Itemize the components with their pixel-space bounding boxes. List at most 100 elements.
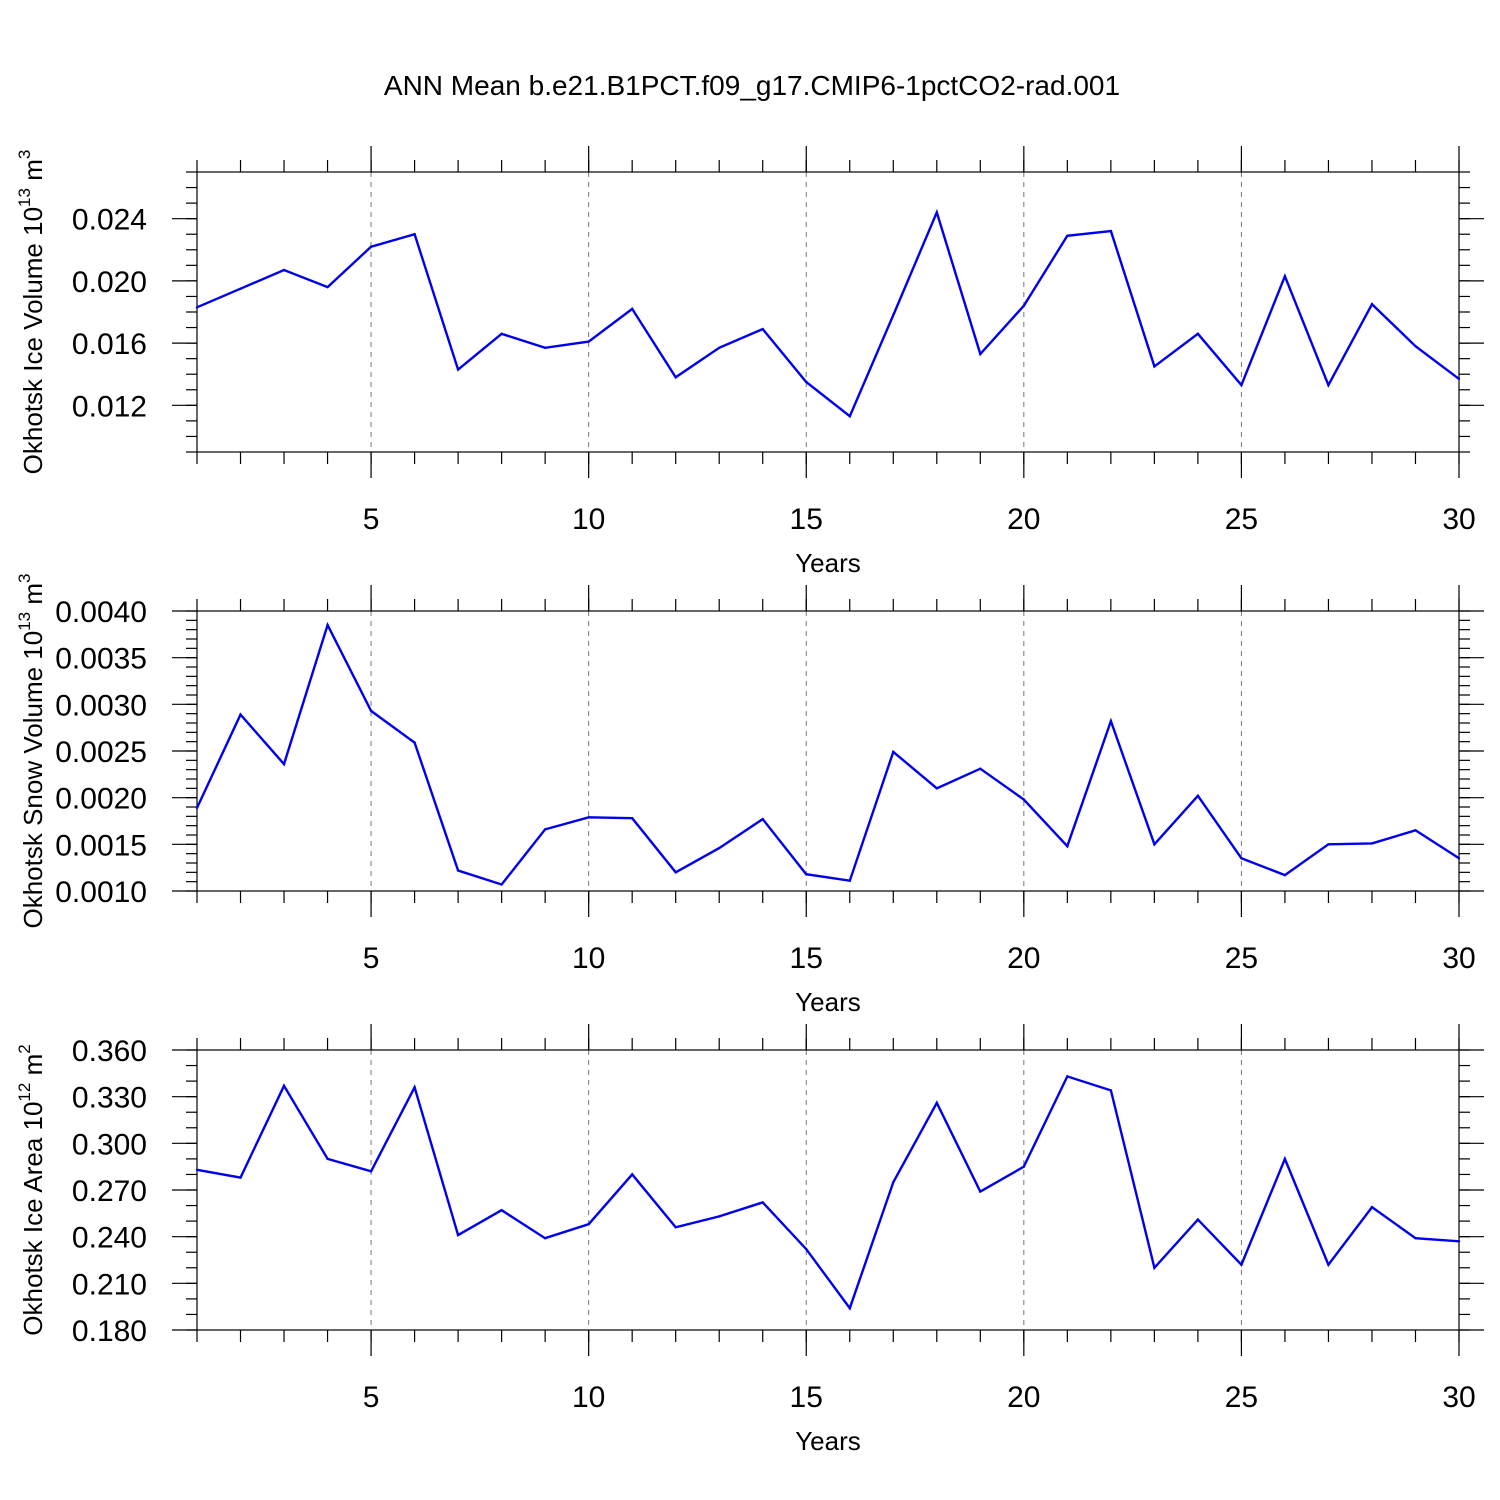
x-axis-label: Years (795, 1426, 861, 1456)
data-point (1457, 1240, 1461, 1243)
x-tick-label: 15 (790, 942, 823, 975)
data-point (239, 287, 242, 290)
data-point (1153, 365, 1156, 368)
y-tick-label: 0.270 (72, 1175, 147, 1208)
x-tick-label: 5 (363, 942, 380, 975)
data-point (239, 713, 242, 716)
data-point (282, 1084, 286, 1087)
x-tick-label: 5 (363, 503, 380, 536)
y-axis-label-exponent: 12 (15, 1083, 34, 1102)
y-axis-label-text: Okhotsk Ice Volume 10 (18, 207, 48, 474)
y-tick-label: 0.180 (72, 1315, 147, 1348)
data-point (369, 1170, 373, 1173)
chart-panel-3: 5 10 15 20 25 30 0.180 0.210 0.240 0.270 0.300 0.33… (15, 1024, 1484, 1456)
y-tick-label: 0.016 (72, 328, 147, 361)
data-point (805, 873, 808, 876)
data-point (892, 313, 895, 317)
x-tick-label: 20 (1007, 503, 1040, 536)
data-point (413, 233, 416, 236)
x-tick-label: 25 (1225, 503, 1258, 536)
data-point (1022, 798, 1026, 801)
y-tick-label: 0.0010 (55, 876, 147, 909)
data-point (718, 346, 721, 349)
y-axis-label-unit-exponent: 2 (15, 1044, 34, 1053)
data-point (1109, 719, 1113, 723)
data-point (979, 767, 982, 770)
data-point (1240, 1263, 1243, 1266)
data-point (1414, 1237, 1417, 1240)
x-tick-label: 30 (1442, 1381, 1475, 1414)
data-point (1327, 383, 1330, 387)
y-axis-label-unit-exponent: 3 (15, 150, 34, 159)
series-line (196, 208, 1460, 419)
data-point (1414, 345, 1417, 348)
data-point (1370, 842, 1374, 845)
data-point (1327, 843, 1330, 846)
data-point (326, 623, 329, 627)
y-axis-label: Okhotsk Ice Volume 1013 m3 (15, 150, 48, 475)
data-point (587, 816, 590, 819)
x-tick-label: 10 (572, 503, 605, 536)
data-point (1109, 1089, 1113, 1092)
y-tick-label: 0.300 (72, 1128, 147, 1161)
data-point (413, 1086, 416, 1089)
data-point (1196, 332, 1200, 335)
data-point (195, 306, 199, 309)
data-point (1283, 873, 1287, 877)
data-point (456, 368, 460, 371)
data-point (1457, 857, 1461, 860)
data-point (1283, 1157, 1287, 1161)
x-tick-label: 5 (363, 1381, 380, 1414)
data-point (1196, 794, 1200, 797)
data-point (369, 245, 373, 248)
y-axis-label-text: Okhotsk Ice Area 10 (18, 1102, 48, 1336)
data-point (630, 1173, 634, 1176)
data-point (1240, 383, 1243, 387)
chart-panel-1: 5 10 15 20 25 30 0.012 0.016 0.020 0.024 Years Okho… (15, 146, 1484, 578)
y-axis-label: Okhotsk Snow Volume 1013 m3 (15, 574, 48, 929)
y-tick-label: 0.020 (72, 266, 147, 299)
data-point (1066, 845, 1069, 848)
data-point (892, 750, 895, 754)
data-point (1414, 829, 1417, 832)
data-point (543, 346, 547, 349)
data-point (282, 268, 286, 272)
x-tick-label: 15 (790, 1381, 823, 1414)
y-axis-label-text: Okhotsk Snow Volume 10 (18, 631, 48, 929)
data-point (1109, 229, 1113, 233)
data-point (1370, 303, 1374, 306)
y-axis-label-unit: m (18, 1054, 48, 1083)
y-tick-label: 0.330 (72, 1082, 147, 1115)
x-tick-label: 30 (1442, 503, 1475, 536)
data-point (1196, 1218, 1200, 1221)
data-point (761, 817, 764, 821)
data-point (718, 1215, 721, 1218)
y-axis-label-exponent: 13 (15, 188, 34, 207)
data-point (1283, 275, 1287, 278)
y-axis-label-exponent: 13 (15, 612, 34, 631)
series-line (195, 621, 1460, 886)
y-tick-label: 0.360 (72, 1035, 147, 1068)
data-point (1066, 1075, 1069, 1078)
data-point (761, 327, 764, 331)
x-tick-label: 25 (1225, 942, 1258, 975)
data-point (979, 352, 982, 356)
data-point (848, 415, 851, 418)
data-point (892, 1181, 895, 1184)
x-tick-label: 20 (1007, 1381, 1040, 1414)
plot-frame (196, 1049, 1460, 1331)
data-point (1240, 857, 1243, 860)
x-tick-label: 10 (572, 1381, 605, 1414)
data-point (1066, 234, 1069, 237)
y-axis-label: Okhotsk Ice Area 1012 m2 (15, 1044, 48, 1335)
data-point (761, 1201, 764, 1204)
data-point (979, 1190, 982, 1193)
data-point (500, 332, 503, 335)
data-point (1022, 1165, 1026, 1168)
x-axis-label: Years (795, 548, 861, 578)
data-point (674, 376, 677, 379)
x-tick-label: 30 (1442, 942, 1475, 975)
y-axis-label-unit: m (18, 159, 48, 188)
y-tick-label: 0.0025 (55, 736, 147, 769)
